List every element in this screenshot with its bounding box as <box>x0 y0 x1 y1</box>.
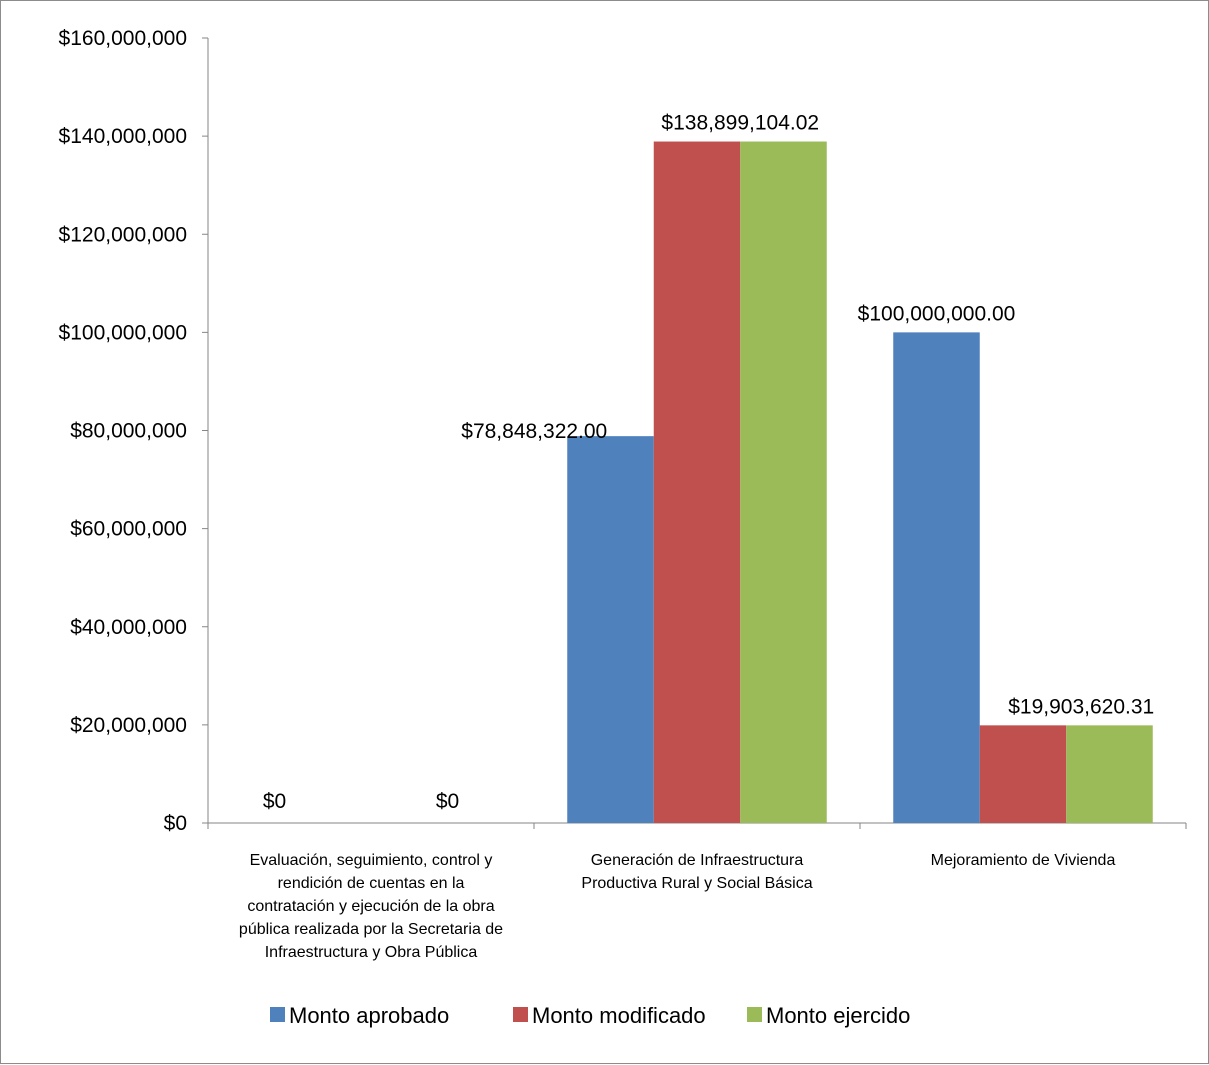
y-tick-label: $20,000,000 <box>70 714 187 737</box>
legend-swatch <box>270 1007 285 1022</box>
data-label: $19,903,620.31 <box>1008 695 1154 718</box>
bar <box>979 725 1067 823</box>
x-category-label-line: Generación de Infraestructura <box>591 852 804 869</box>
y-tick-label: $120,000,000 <box>59 223 187 246</box>
x-category-label-line: contratación y ejecución de la obra <box>247 898 494 915</box>
x-category-label-line: rendición de cuentas en la <box>278 875 465 892</box>
data-label: $0 <box>263 790 286 813</box>
legend-label: Monto aprobado <box>289 1003 449 1028</box>
x-category-label: Mejoramiento de Vivienda <box>931 852 1116 869</box>
data-label: $100,000,000.00 <box>858 302 1016 325</box>
x-category-label-line: Infraestructura y Obra Pública <box>265 944 478 961</box>
x-category-label: Generación de Infraestructura Productiva … <box>581 852 812 892</box>
bar <box>567 436 654 823</box>
bar <box>653 141 741 824</box>
data-label: $0 <box>436 790 459 813</box>
y-tick-label: $60,000,000 <box>70 518 187 541</box>
y-tick-label: $80,000,000 <box>70 420 187 443</box>
y-tick-label: $0 <box>164 812 187 835</box>
y-tick-label: $100,000,000 <box>59 321 187 344</box>
data-label: $138,899,104.02 <box>661 112 819 135</box>
y-tick-label: $40,000,000 <box>70 616 187 639</box>
x-category-label-line: Evaluación, seguimiento, control y <box>250 852 493 869</box>
legend-label: Monto modificado <box>532 1003 706 1028</box>
x-category-label: Evaluación, seguimiento, control y rendic… <box>239 852 503 961</box>
bar <box>893 332 980 823</box>
y-tick-label: $160,000,000 <box>59 27 187 50</box>
bar <box>1066 725 1153 823</box>
x-category-label-line: Productiva Rural y Social Básica <box>581 875 812 892</box>
x-category-label-line: Mejoramiento de Vivienda <box>931 852 1116 869</box>
x-category-label-line: pública realizada por la Secretaria de <box>239 921 503 938</box>
legend-label: Monto ejercido <box>766 1003 910 1028</box>
legend-swatch <box>513 1007 528 1022</box>
data-label: $78,848,322.00 <box>461 420 607 443</box>
y-tick-label: $140,000,000 <box>59 125 187 148</box>
bar <box>740 141 827 824</box>
legend-swatch <box>747 1007 762 1022</box>
